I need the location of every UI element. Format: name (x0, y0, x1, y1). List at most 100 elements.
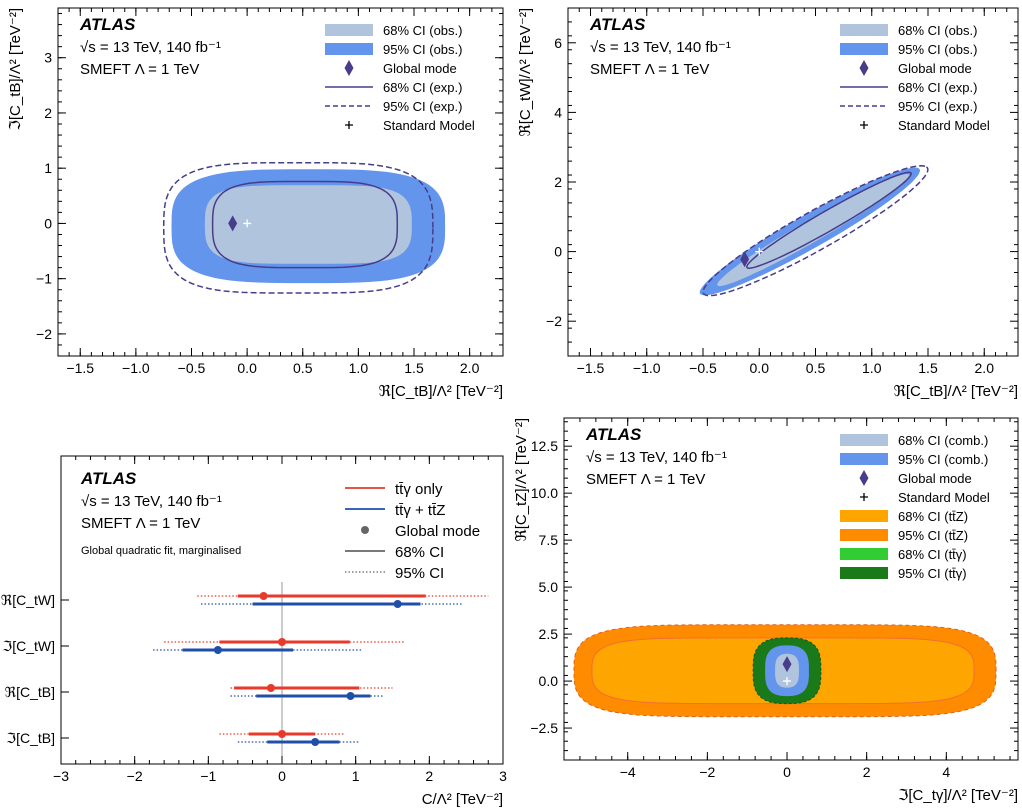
legend-entry: Standard Model (383, 118, 475, 133)
legend-patch (840, 548, 888, 560)
contour-layer (162, 161, 446, 294)
smeft-label: SMEFT Λ = 1 TeV (81, 515, 200, 532)
legend-entry: Global mode (898, 471, 972, 486)
contour-panel-ctb-re-im: −1.5 −1.0 −0.5 0.0 0.5 1.0 1.5 2.0 −2 −1 0 1 2 3 ℜ[C_t… (7, 7, 504, 400)
y-tick-label: 2.5 (539, 626, 559, 642)
y-tick-label: 0 (44, 215, 52, 231)
y-tick-label: −1 (36, 271, 52, 287)
legend-entry: Global mode (395, 523, 480, 540)
legend-entry: 95% CI (exp.) (898, 99, 977, 114)
y-category-label: ℜ[C_tW] (1, 592, 55, 608)
x-tick-label: −2 (127, 768, 143, 784)
legend-patch (840, 567, 888, 579)
y-axis-title: ℜ[C_tW]/Λ² [TeV⁻²] (517, 8, 534, 137)
exp-68-contour (746, 171, 912, 269)
y-tick-label: 6 (554, 35, 562, 51)
x-tick-label: 0.5 (806, 360, 826, 376)
global-mode-point (213, 646, 222, 654)
standard-model-marker (243, 219, 252, 228)
energy-label: √s = 13 TeV, 140 fb⁻¹ (586, 449, 727, 466)
standard-model-marker (755, 247, 764, 256)
plot-frame (563, 417, 1019, 761)
legend-entry: Standard Model (898, 490, 990, 505)
x-tick-label: −1.5 (577, 360, 605, 376)
x-tick-label: 0 (278, 768, 286, 784)
legend-entry: 68% CI (obs.) (383, 23, 462, 38)
legend-patch (840, 24, 888, 36)
global-mode-point (278, 730, 286, 738)
x-tick-label: 3 (499, 768, 507, 784)
y-tick-label: 4 (554, 104, 562, 120)
global-mode-point (259, 592, 268, 600)
legend-patch (840, 434, 888, 446)
legend-entry: 68% CI (exp.) (898, 80, 977, 95)
legend-entry: 95% CI (395, 565, 444, 582)
legend-entry: 68% CI (comb.) (898, 433, 988, 448)
legend-entry: 68% CI (tt̄Z) (898, 509, 968, 524)
atlas-label: ATLAS (585, 425, 642, 444)
atlas-label: ATLAS (79, 15, 136, 34)
x-tick-label: 1.5 (918, 360, 938, 376)
global-mode-marker (228, 215, 238, 232)
fit-note: Global quadratic fit, marginalised (81, 545, 241, 557)
y-category-label: ℑ[C_tB] (6, 730, 55, 746)
smeft-label: SMEFT Λ = 1 TeV (586, 471, 705, 488)
legend-entry: 95% CI (exp.) (383, 99, 462, 114)
exp-95-contour (702, 165, 929, 297)
x-tick-label: 4 (942, 764, 950, 780)
legend-entry: 95% CI (tt̄Z) (898, 528, 968, 543)
contour-layer (573, 624, 997, 718)
y-tick-label: 5.0 (539, 579, 559, 595)
standard-model-marker (783, 677, 792, 686)
x-tick-label: 0 (783, 764, 791, 780)
x-tick-label: −0.5 (178, 360, 206, 376)
x-tick-label: 1.0 (862, 360, 882, 376)
global-mode-point (311, 738, 320, 746)
y-tick-label: −2.5 (530, 720, 558, 736)
atlas-label: ATLAS (80, 469, 137, 488)
legend-patch (840, 453, 888, 465)
x-axis-title: ℜ[C_tB]/Λ² [TeV⁻²] (894, 383, 1018, 400)
x-tick-label: 0.0 (750, 360, 770, 376)
x-tick-label: 2 (425, 768, 433, 784)
legend-diamond-marker (344, 60, 354, 76)
y-tick-label: 3 (44, 50, 52, 66)
legend-entry: Global mode (383, 61, 457, 76)
y-tick-label: 12.5 (531, 438, 558, 454)
x-axis-title: ℑ[C_tγ]/Λ² [TeV⁻²] (898, 787, 1018, 804)
y-tick-label: 0.0 (539, 673, 559, 689)
y-axis-title: ℑ[C_tB]/Λ² [TeV⁻²] (7, 8, 24, 131)
x-tick-label: 2.0 (975, 360, 995, 376)
legend-plus-marker (860, 493, 868, 501)
x-tick-label: 2.0 (460, 360, 480, 376)
global-mode-point (346, 692, 355, 700)
legend-patch (325, 24, 373, 36)
global-mode-point (266, 684, 275, 692)
legend-entry: 68% CI (exp.) (383, 80, 462, 95)
y-tick-label: −2 (546, 313, 562, 329)
x-tick-label: −1.0 (122, 360, 150, 376)
y-category-label: ℜ[C_tB] (5, 684, 55, 700)
energy-label: √s = 13 TeV, 140 fb⁻¹ (590, 39, 731, 56)
y-category-label: ℑ[C_tW] (2, 638, 55, 654)
y-tick-label: 2 (44, 105, 52, 121)
legend-diamond-marker (859, 470, 869, 486)
legend-patch (840, 510, 888, 522)
x-tick-label: 1.0 (349, 360, 369, 376)
legend-plus-marker (860, 121, 868, 129)
x-axis-title: C/Λ² [TeV⁻²] (422, 791, 503, 808)
y-tick-label: 1 (44, 160, 52, 176)
smeft-label: SMEFT Λ = 1 TeV (80, 61, 199, 78)
legend-entry: 95% CI (tt̄γ) (898, 566, 967, 581)
legend-entry: tt̄γ only (395, 481, 443, 498)
x-tick-label: 1 (352, 768, 360, 784)
legend-patch (840, 43, 888, 55)
legend-entry: Global mode (898, 61, 972, 76)
contour-panel-ctb-ctw: −1.5 −1.0 −0.5 0.0 0.5 1.0 1.5 2.0 −2 0 2 4 6 ℜ[C_tB]… (517, 7, 1019, 400)
interval-panel-summary: −3 −2 −1 0 1 2 3 ℜ[C_tW] ℑ[C_tW] ℜ[C_tB] ℑ[C_tB] C/… (1, 455, 507, 808)
x-tick-label: −3 (53, 768, 69, 784)
legend-entry: 68% CI (tt̄γ) (898, 547, 967, 562)
obs-68-region (204, 185, 412, 264)
atlas-label: ATLAS (589, 15, 646, 34)
